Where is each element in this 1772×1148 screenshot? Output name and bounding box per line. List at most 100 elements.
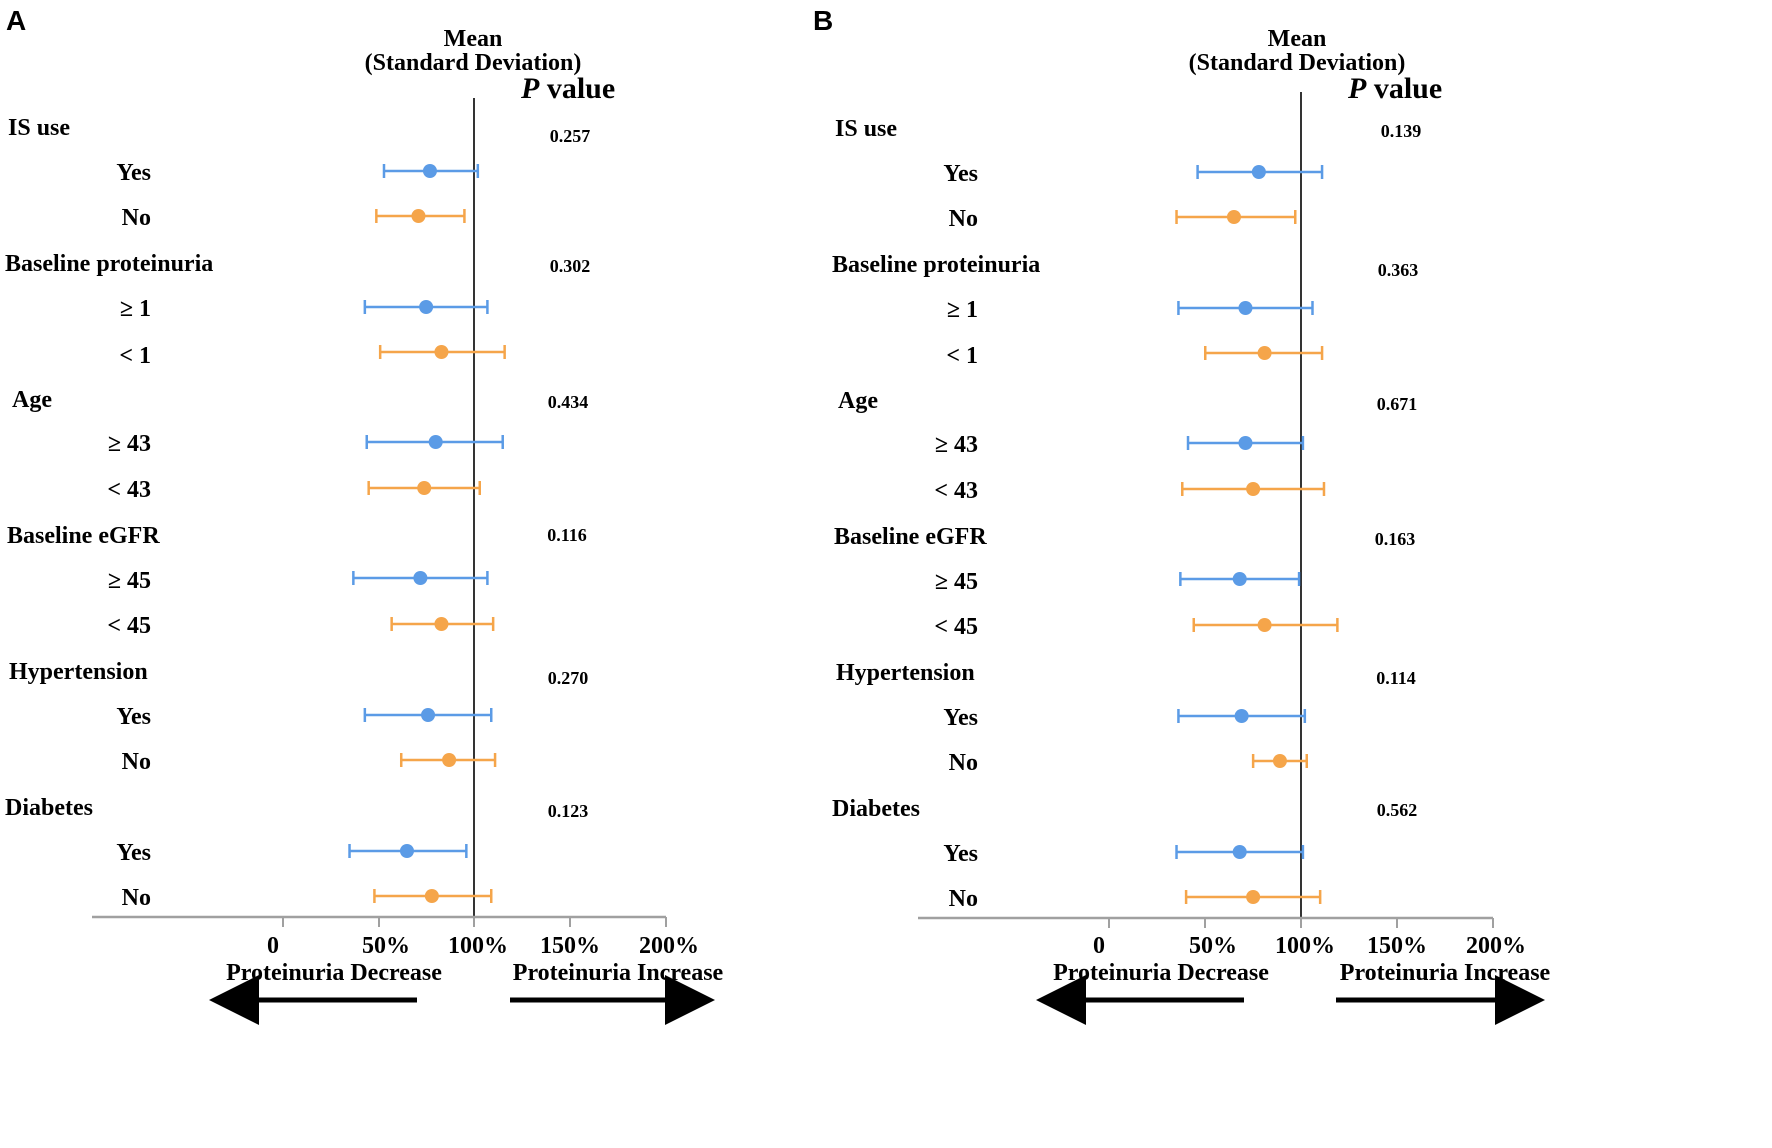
panel-b-row-label: ≥ 45 [935,569,978,595]
panel-a-p-value: 0.270 [548,668,589,688]
panel-b-group-label: Baseline eGFR [834,524,987,550]
panel-a-row-label: Yes [116,704,151,730]
panel-b-group-label: Hypertension [836,660,975,686]
panel-b-row-label: No [949,206,978,232]
panel-a-row-label: No [122,205,151,231]
panel-b-mean-point [1252,165,1266,179]
panel-a-mean-point [423,164,437,178]
panel-a-mean-point [421,708,435,722]
panel-b-header-p-rest: value [1366,72,1442,105]
panel-a-row-label: Yes [116,840,151,866]
panel-a-header-p-rest: value [539,72,615,105]
panel-a: A Mean (Standard Deviation) P value IS u… [5,5,724,1000]
panel-a-group-label: Age [12,387,52,413]
panel-a-mean-point [425,889,439,903]
panel-a-x-tick-label: 200% [639,933,699,959]
panel-a-label: A [6,5,26,36]
panel-a-p-value: 0.257 [550,126,591,146]
panel-a-group-label: IS use [8,115,70,141]
panel-b-row-label: No [949,886,978,912]
panel-b-row-label: Yes [943,161,978,187]
panel-a-row-label: < 1 [119,343,151,369]
panel-b-p-value: 0.363 [1378,260,1419,280]
panel-a-row-label: < 43 [107,477,151,503]
panel-a-mean-point [442,753,456,767]
panel-b-mean-point [1233,572,1247,586]
panel-b-row-label: Yes [943,841,978,867]
panel-b-mean-point [1235,709,1249,723]
panel-a-group-label: Diabetes [5,795,93,821]
panel-a-mean-point [417,481,431,495]
panel-a-group-label: Baseline eGFR [7,523,160,549]
panel-a-p-value: 0.302 [550,256,591,276]
panel-b-header-mean: Mean [1268,26,1327,52]
panel-a-row-label: ≥ 43 [108,431,151,457]
panel-b-marks [1177,165,1338,904]
panel-b-decrease-label: Proteinuria Decrease [1053,960,1269,986]
panel-a-header-p-italic: P [520,72,540,105]
panel-b-p-value: 0.671 [1377,394,1418,414]
panel-b-mean-point [1238,436,1252,450]
panel-a-x-tick-label: 50% [362,933,410,959]
panel-a-row-label: ≥ 1 [120,296,151,322]
panel-a-x-tick-label: 0 [267,933,279,959]
panel-a-group-label: Hypertension [9,659,148,685]
panel-a-p-value: 0.116 [547,525,587,545]
panel-a-p-value: 0.434 [548,392,589,412]
panel-a-mean-point [400,844,414,858]
panel-b-label: B [813,5,833,36]
panel-b-group-label: Diabetes [832,796,920,822]
panel-b-row-label: < 43 [934,478,978,504]
panel-a-row-label: < 45 [107,613,151,639]
panel-b-x-tick-label: 50% [1189,933,1237,959]
panel-a-x-ticks [283,917,666,927]
panel-b-p-value: 0.562 [1377,800,1418,820]
panel-b-mean-point [1258,618,1272,632]
panel-a-row-label: Yes [116,160,151,186]
panel-b-p-value: 0.139 [1381,121,1422,141]
panel-b-p-value: 0.114 [1376,668,1416,688]
panel-a-increase-label: Proteinuria Increase [513,960,724,986]
panel-b-increase-label: Proteinuria Increase [1340,960,1551,986]
panel-a-row-label: No [122,885,151,911]
forest-plot-figure: A Mean (Standard Deviation) P value IS u… [0,0,1772,1148]
panel-a-mean-point [434,345,448,359]
panel-a-mean-point [429,435,443,449]
panel-b-row-label: ≥ 1 [947,297,978,323]
panel-b-row-label: < 1 [946,343,978,369]
panel-a-mean-point [411,209,425,223]
panel-b-mean-point [1227,210,1241,224]
panel-b-row-label: ≥ 43 [935,432,978,458]
panel-b-header-p: P value [1347,72,1442,105]
panel-a-marks [350,164,505,903]
panel-a-header-p: P value [520,72,615,105]
panel-a-mean-point [419,300,433,314]
panel-b-x-tick-label: 100% [1275,933,1335,959]
panel-b-x-ticks [1109,918,1493,928]
panel-b-p-value: 0.163 [1375,529,1416,549]
panel-b-mean-point [1238,301,1252,315]
panel-b-group-label: IS use [835,116,897,142]
panel-a-row-label: ≥ 45 [108,568,151,594]
panel-b-mean-point [1273,754,1287,768]
panel-a-mean-point [434,617,448,631]
panel-b-row-label: < 45 [934,614,978,640]
panel-b-row-label: No [949,750,978,776]
panel-b-header-p-italic: P [1347,72,1367,105]
panel-a-x-tick-label: 150% [540,933,600,959]
panel-b-x-tick-label: 150% [1367,933,1427,959]
panel-b-mean-point [1258,346,1272,360]
panel-b-mean-point [1233,845,1247,859]
panel-a-row-label: No [122,749,151,775]
panel-a-group-label: Baseline proteinuria [5,251,213,277]
panel-b-mean-point [1246,890,1260,904]
panel-a-decrease-label: Proteinuria Decrease [226,960,442,986]
panel-b: B Mean (Standard Deviation) P value IS u… [813,5,1551,1000]
panel-b-x-tick-label: 0 [1093,933,1105,959]
panel-a-p-value: 0.123 [548,801,589,821]
panel-b-x-tick-label: 200% [1466,933,1526,959]
panel-b-group-label: Age [838,388,878,414]
panel-a-mean-point [413,571,427,585]
panel-b-mean-point [1246,482,1260,496]
panel-a-header-mean: Mean [444,26,503,52]
